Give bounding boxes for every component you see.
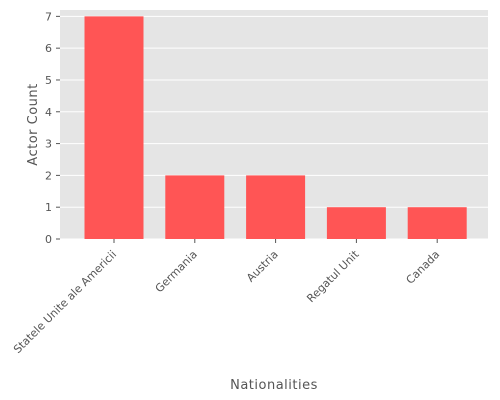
y-tick-label: 6: [45, 42, 52, 55]
bars: [84, 16, 467, 239]
y-tick-label: 5: [45, 74, 52, 87]
y-tick-label: 7: [45, 10, 52, 23]
bar: [407, 207, 467, 239]
bar: [246, 175, 306, 239]
x-tick-label: Statele Unite ale Americii: [11, 248, 119, 356]
x-tick-label: Canada: [404, 248, 443, 287]
bar: [326, 207, 386, 239]
y-tick-label: 0: [45, 233, 52, 246]
y-tick-label: 4: [45, 106, 52, 119]
y-tick-label: 1: [45, 201, 52, 214]
y-axis-title: Actor Count: [26, 83, 41, 165]
x-axis-ticks: Statele Unite ale Americii Germania Austri…: [11, 239, 442, 356]
x-tick-label: Regatul Unit: [304, 247, 362, 305]
bar: [84, 16, 144, 239]
x-tick-label: Germania: [153, 248, 200, 295]
y-tick-label: 2: [45, 169, 52, 182]
x-tick-label: Austria: [244, 248, 281, 285]
bar: [165, 175, 225, 239]
y-tick-label: 3: [45, 138, 52, 151]
y-axis-ticks: 0 1 2 3 4 5 6 7: [45, 10, 60, 246]
x-axis-title: Nationalities: [230, 378, 318, 393]
